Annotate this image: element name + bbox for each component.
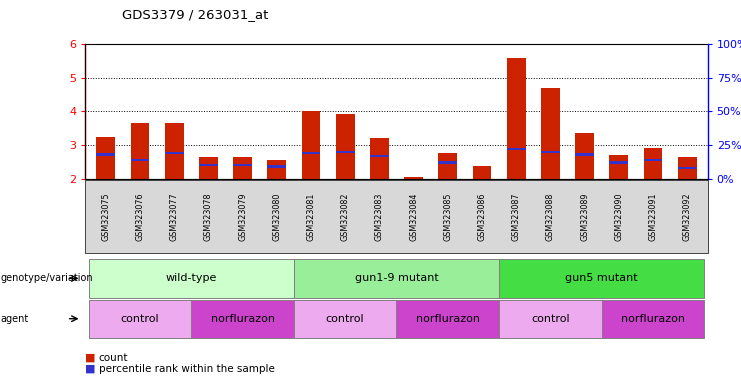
Text: GSM323077: GSM323077 [170, 193, 179, 241]
Bar [199, 157, 218, 179]
Bar [130, 123, 150, 179]
Text: norflurazon: norflurazon [416, 314, 479, 324]
Text: GDS3379 / 263031_at: GDS3379 / 263031_at [122, 8, 269, 21]
Text: GSM323075: GSM323075 [102, 193, 110, 241]
Text: agent: agent [1, 314, 29, 324]
Text: GSM323082: GSM323082 [341, 193, 350, 241]
Bar [439, 153, 457, 179]
Bar [609, 155, 628, 179]
Bar [643, 159, 662, 161]
Bar [165, 152, 184, 154]
Bar [507, 58, 525, 179]
Bar [370, 138, 389, 179]
Bar [541, 88, 559, 179]
Bar [233, 164, 252, 166]
Bar [302, 152, 320, 154]
Bar [165, 123, 184, 179]
Text: GSM323085: GSM323085 [443, 193, 452, 241]
Bar [643, 148, 662, 179]
Bar [541, 151, 559, 153]
Text: GSM323083: GSM323083 [375, 193, 384, 241]
Text: GSM323079: GSM323079 [238, 193, 247, 241]
Text: GSM323089: GSM323089 [580, 193, 589, 241]
Bar [336, 151, 354, 153]
Bar [336, 114, 354, 179]
Text: genotype/variation: genotype/variation [1, 273, 93, 283]
Bar [302, 111, 320, 179]
Text: gun5 mutant: gun5 mutant [565, 273, 638, 283]
Text: GSM323088: GSM323088 [546, 193, 555, 241]
Text: GSM323080: GSM323080 [272, 193, 282, 241]
Text: control: control [121, 314, 159, 324]
Text: GSM323086: GSM323086 [477, 193, 486, 241]
Text: ■: ■ [85, 364, 99, 374]
Bar [439, 161, 457, 164]
Text: GSM323084: GSM323084 [409, 193, 418, 241]
Bar [678, 167, 697, 169]
Text: ■: ■ [85, 353, 99, 363]
Bar [575, 153, 594, 156]
Bar [609, 161, 628, 164]
Text: count: count [99, 353, 128, 363]
Bar [268, 160, 286, 179]
Bar [96, 137, 115, 179]
Text: GSM323091: GSM323091 [648, 193, 657, 241]
Bar [370, 154, 389, 157]
Bar [575, 133, 594, 179]
Text: control: control [531, 314, 570, 324]
Text: norflurazon: norflurazon [621, 314, 685, 324]
Bar [507, 148, 525, 150]
Text: gun1-9 mutant: gun1-9 mutant [354, 273, 439, 283]
Bar [268, 165, 286, 168]
Text: GSM323076: GSM323076 [136, 193, 144, 241]
Bar [199, 164, 218, 166]
Text: norflurazon: norflurazon [210, 314, 274, 324]
Bar [404, 177, 423, 179]
Text: percentile rank within the sample: percentile rank within the sample [99, 364, 274, 374]
Bar [96, 153, 115, 156]
Text: GSM323092: GSM323092 [682, 193, 691, 241]
Text: GSM323078: GSM323078 [204, 193, 213, 241]
Text: GSM323081: GSM323081 [307, 193, 316, 241]
Bar [233, 157, 252, 179]
Bar [473, 166, 491, 179]
Text: GSM323090: GSM323090 [614, 193, 623, 241]
Text: GSM323087: GSM323087 [511, 193, 521, 241]
Bar [130, 159, 150, 161]
Text: wild-type: wild-type [165, 273, 217, 283]
Text: control: control [326, 314, 365, 324]
Bar [678, 157, 697, 179]
